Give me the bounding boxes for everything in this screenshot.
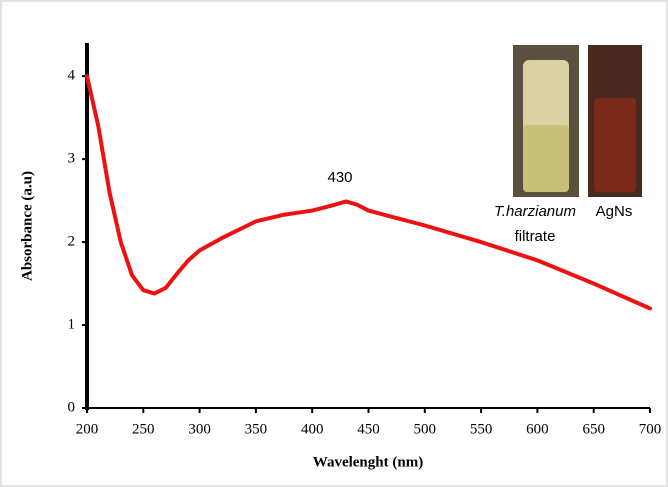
x-tick-label: 250 <box>132 421 155 437</box>
x-tick-label: 500 <box>414 421 437 437</box>
y-tick-label: 3 <box>68 151 76 167</box>
vial-liquid <box>523 125 569 192</box>
line-series <box>85 74 652 311</box>
x-tick-label: 300 <box>188 421 211 437</box>
x-axis-label: Wavelenght (nm) <box>313 454 423 470</box>
x-tick-label: 700 <box>639 421 662 437</box>
x-tick-label: 550 <box>470 421 493 437</box>
annotation: 430 <box>327 169 352 186</box>
annotation: filtrate <box>515 228 556 245</box>
vial-liquid <box>594 98 636 192</box>
y-tick-label: 4 <box>68 68 76 84</box>
x-tick-label: 350 <box>245 421 268 437</box>
x-tick-label: 200 <box>76 421 99 437</box>
y-axis-label: Absorbance (a.u) <box>19 171 35 281</box>
annotation: T.harzianum <box>494 203 576 220</box>
y-tick-label: 2 <box>68 234 76 250</box>
annotation: AgNs <box>596 203 633 220</box>
x-tick-label: 650 <box>582 421 605 437</box>
x-tick-label: 400 <box>301 421 324 437</box>
x-tick-label: 450 <box>357 421 380 437</box>
y-tick-label: 1 <box>68 316 76 332</box>
y-tick-label: 0 <box>68 399 76 415</box>
x-tick-label: 600 <box>526 421 549 437</box>
vial-photos <box>513 45 642 197</box>
